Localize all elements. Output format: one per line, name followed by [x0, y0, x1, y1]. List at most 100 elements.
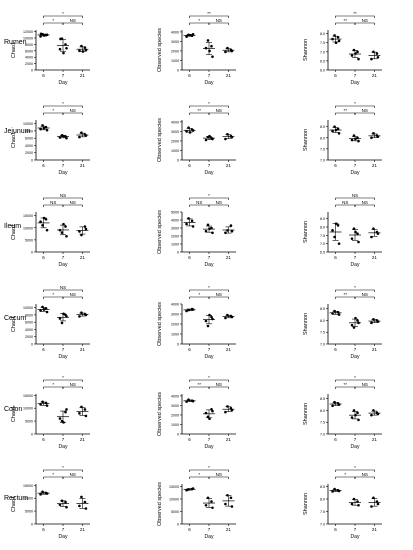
significance-label: * [52, 292, 54, 297]
y-tick-label: 7.0 [320, 343, 325, 347]
y-tick-label: 8.0 [320, 319, 325, 323]
x-axis-label: Day [351, 534, 360, 540]
x-tick-label: 21 [372, 163, 378, 168]
significance-label: * [344, 472, 346, 477]
data-point [65, 46, 68, 50]
significance-bracket [189, 197, 229, 200]
significance-label: NS [70, 200, 76, 205]
y-axis-label: Shannon [303, 313, 309, 335]
x-tick-label: 7 [208, 437, 211, 442]
data-point [337, 242, 341, 245]
y-tick-label: 0 [177, 251, 179, 255]
y-axis-label: Chao1 [11, 496, 17, 512]
y-tick-label: 8.5 [320, 307, 325, 311]
x-tick-label: 6 [42, 255, 45, 260]
significance-bracket [335, 289, 375, 292]
x-tick-label: 21 [80, 73, 86, 78]
x-tick-label: 7 [208, 255, 211, 260]
data-point [210, 44, 213, 48]
x-tick-label: 6 [334, 527, 337, 532]
y-tick-label: 2000 [171, 139, 179, 143]
significance-bracket [335, 476, 356, 479]
significance-label: NS [352, 193, 358, 198]
panel-0-0: 0 2000 4000 6000 8000 10000 12000 Chao1 6 7 21 Day *… [11, 11, 90, 86]
significance-bracket [43, 296, 64, 299]
y-axis-label: Chao1 [11, 132, 17, 148]
significance-bracket [208, 386, 229, 389]
data-point [210, 315, 213, 319]
data-point [65, 234, 68, 238]
data-point [42, 34, 46, 37]
y-tick-label: 8.0 [320, 498, 325, 502]
row-label-jejunum: Jejunum [4, 128, 31, 135]
y-tick-label: 7.5 [320, 147, 325, 151]
x-tick-label: 21 [226, 255, 232, 260]
x-axis-label: Day [351, 170, 360, 176]
x-tick-label: 7 [62, 437, 65, 442]
x-tick-label: 6 [188, 437, 191, 442]
data-point [191, 225, 195, 228]
y-tick-label: 10000 [23, 122, 33, 126]
y-tick-label: 5000 [25, 420, 33, 424]
y-axis-label: Shannon [303, 129, 309, 151]
data-point [331, 229, 334, 232]
data-point [350, 502, 354, 506]
data-point [210, 500, 213, 503]
data-point [45, 404, 49, 407]
significance-bracket [335, 15, 375, 18]
y-tick-label: 0 [31, 69, 33, 73]
significance-label: * [52, 472, 54, 477]
data-point [65, 136, 68, 140]
data-point [211, 409, 214, 413]
data-point [331, 129, 334, 133]
data-point [206, 324, 210, 328]
data-point [350, 54, 354, 57]
y-axis-label: Observed species [157, 28, 163, 72]
significance-bracket [43, 112, 64, 115]
data-point [204, 138, 208, 142]
significance-label: * [52, 108, 54, 113]
significance-bracket [43, 379, 83, 382]
y-tick-label: 1000 [171, 243, 179, 247]
data-point [208, 49, 211, 53]
y-axis-label: Observed species [157, 302, 163, 346]
x-tick-label: 7 [62, 527, 65, 532]
panel-0-1: 0 1000 2000 3000 4000 Observed species 6 7 21 Day… [157, 11, 236, 86]
data-point [39, 35, 42, 38]
y-tick-label: 2000 [171, 323, 179, 327]
y-tick-label: 7.5 [320, 234, 325, 238]
y-tick-label: 4000 [171, 303, 179, 307]
significance-label: NS [362, 108, 368, 113]
data-point [350, 237, 354, 240]
data-point [204, 229, 208, 233]
significance-bracket [335, 105, 375, 108]
y-axis-label: Observed species [157, 482, 163, 526]
data-point [83, 225, 87, 228]
data-point [39, 220, 42, 223]
y-tick-label: 2000 [25, 62, 33, 66]
x-axis-label: Day [59, 170, 68, 176]
significance-label: * [62, 375, 64, 380]
significance-bracket [62, 22, 83, 25]
panel-3-2: 7.0 7.5 8.0 8.5 Shannon 6 7 21 Day ** NS * [303, 285, 382, 360]
x-tick-label: 7 [208, 347, 211, 352]
x-tick-label: 6 [42, 347, 45, 352]
data-point [58, 317, 62, 320]
significance-bracket [354, 296, 375, 299]
x-tick-label: 7 [354, 73, 357, 78]
y-tick-label: 7.0 [320, 50, 325, 54]
x-tick-label: 6 [334, 163, 337, 168]
y-tick-label: 3000 [171, 40, 179, 44]
significance-label: NS [50, 200, 56, 205]
y-tick-label: 0 [31, 251, 33, 255]
y-tick-label: 15000 [23, 484, 33, 488]
data-point [230, 505, 234, 508]
data-point [41, 224, 44, 227]
data-point [333, 235, 336, 239]
x-tick-label: 7 [208, 163, 211, 168]
significance-bracket [43, 197, 83, 200]
data-point [58, 47, 62, 51]
data-point [83, 408, 87, 411]
y-tick-label: 10000 [23, 407, 33, 411]
data-point [370, 57, 373, 61]
